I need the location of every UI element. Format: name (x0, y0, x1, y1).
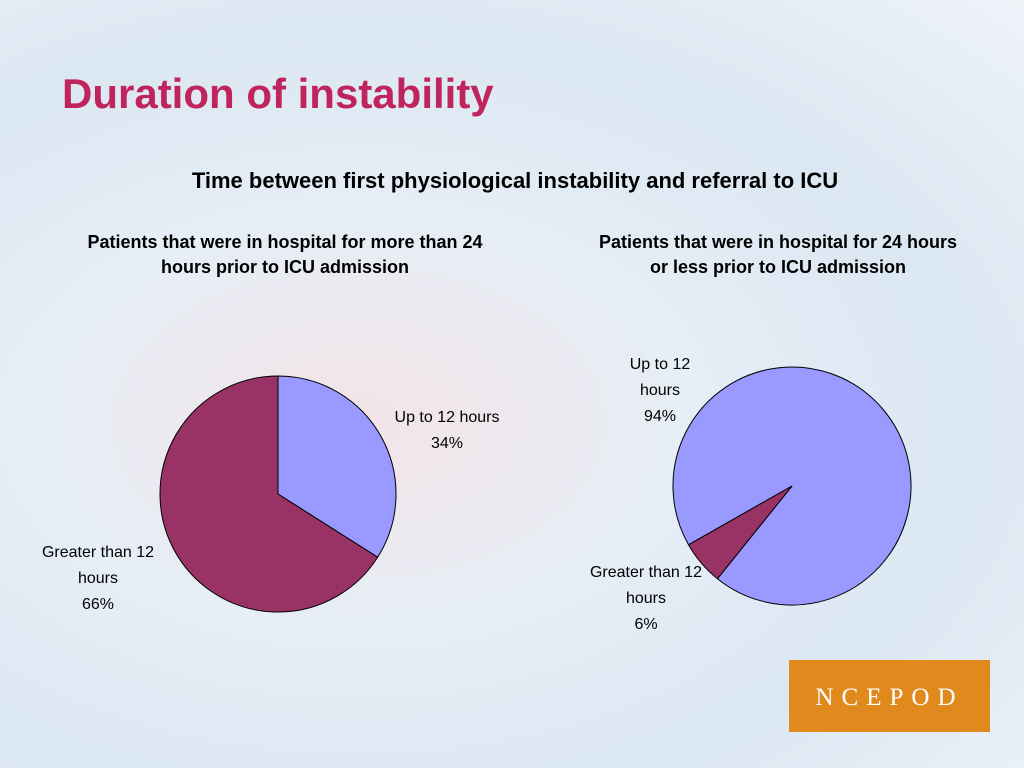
slice-label: Up to 12 hours (629, 356, 691, 399)
slice-label: Greater than 12 hours (41, 544, 155, 587)
pie-slice (159, 375, 379, 613)
slice-value: 66% (81, 596, 115, 613)
slide-title: Duration of instability (62, 70, 494, 117)
slide-subtitle: Time between first physiological instabi… (191, 168, 839, 193)
slice-label: Greater than 12 hours (589, 564, 703, 607)
slice-value: 6% (634, 616, 658, 633)
slice-value: 34% (430, 435, 464, 452)
pie-slice (277, 375, 397, 558)
slice-label: Up to 12 hours (394, 409, 500, 426)
chart-title: Patients that were in hospital for more … (87, 232, 483, 277)
logo-box (789, 660, 990, 732)
logo-text: NCEPOD (815, 684, 964, 711)
chart-title: Patients that were in hospital for 24 ho… (598, 232, 958, 277)
pie-slice (687, 485, 793, 580)
slice-value: 94% (643, 408, 677, 425)
